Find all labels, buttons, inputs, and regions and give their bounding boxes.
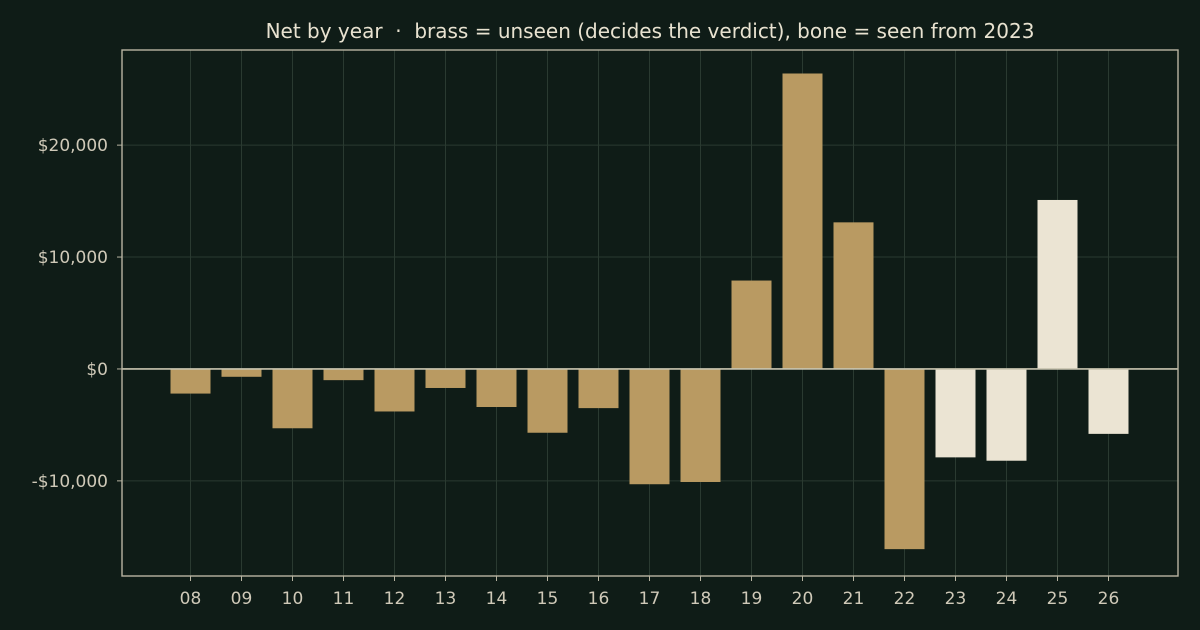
x-tick-label: 16 (588, 589, 610, 609)
bar-14 (476, 368, 517, 408)
x-tick-label: 17 (639, 589, 661, 609)
x-tick-label: 25 (1047, 589, 1069, 609)
y-tick-label: -$10,000 (32, 472, 108, 492)
x-axis-ticks: 08 09 10 11 12 13 14 15 16 17 18 19 20 21 22 23 24 25 26 (180, 576, 1120, 609)
bar-25 (1037, 199, 1078, 369)
x-tick-label: 14 (486, 589, 508, 609)
x-tick-label: 23 (945, 589, 967, 609)
bar-09 (221, 368, 262, 377)
bar-18 (680, 368, 721, 482)
x-tick-label: 10 (282, 589, 304, 609)
bar-10 (272, 368, 313, 429)
x-tick-label: 12 (384, 589, 406, 609)
y-axis-ticks: -$10,000 $0 $10,000 $20,000 (32, 136, 122, 492)
bar-08 (170, 368, 211, 394)
bar-24 (986, 368, 1027, 461)
x-tick-label: 08 (180, 589, 202, 609)
x-tick-label: 18 (690, 589, 712, 609)
x-tick-label: 11 (333, 589, 355, 609)
bar-17 (629, 368, 670, 485)
bar-19 (731, 280, 772, 369)
x-tick-label: 22 (894, 589, 916, 609)
grid-lines (122, 50, 1178, 576)
bar-26 (1088, 368, 1129, 434)
x-tick-label: 24 (996, 589, 1018, 609)
bar-20 (782, 73, 823, 369)
bar-12 (374, 368, 415, 412)
bar-13 (425, 368, 466, 388)
x-tick-label: 15 (537, 589, 559, 609)
x-tick-label: 09 (231, 589, 253, 609)
bar-11 (323, 368, 364, 381)
x-tick-label: 19 (741, 589, 763, 609)
x-tick-label: 21 (843, 589, 865, 609)
bar-21 (833, 222, 874, 369)
bar-15 (527, 368, 568, 433)
bar-23 (935, 368, 976, 458)
y-tick-label: $10,000 (38, 248, 108, 268)
x-tick-label: 20 (792, 589, 814, 609)
bar-22 (884, 368, 925, 550)
y-tick-label: $20,000 (38, 136, 108, 156)
x-tick-label: 26 (1098, 589, 1120, 609)
x-tick-label: 13 (435, 589, 457, 609)
chart-title: Net by year · brass = unseen (decides th… (266, 19, 1035, 43)
bars (170, 73, 1129, 550)
bar-16 (578, 368, 619, 409)
y-tick-label: $0 (86, 360, 108, 380)
